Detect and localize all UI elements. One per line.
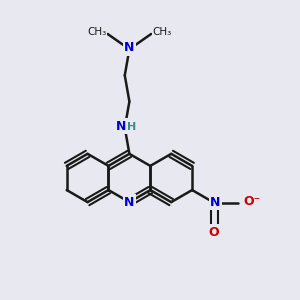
Text: N: N <box>210 196 221 209</box>
Text: O⁻: O⁻ <box>243 195 260 208</box>
Text: N: N <box>124 41 135 54</box>
Text: H: H <box>127 122 136 132</box>
Text: N: N <box>116 120 126 133</box>
Text: CH₃: CH₃ <box>153 27 172 37</box>
Text: O: O <box>209 226 219 239</box>
Text: N: N <box>124 196 135 208</box>
Text: CH₃: CH₃ <box>87 27 106 37</box>
